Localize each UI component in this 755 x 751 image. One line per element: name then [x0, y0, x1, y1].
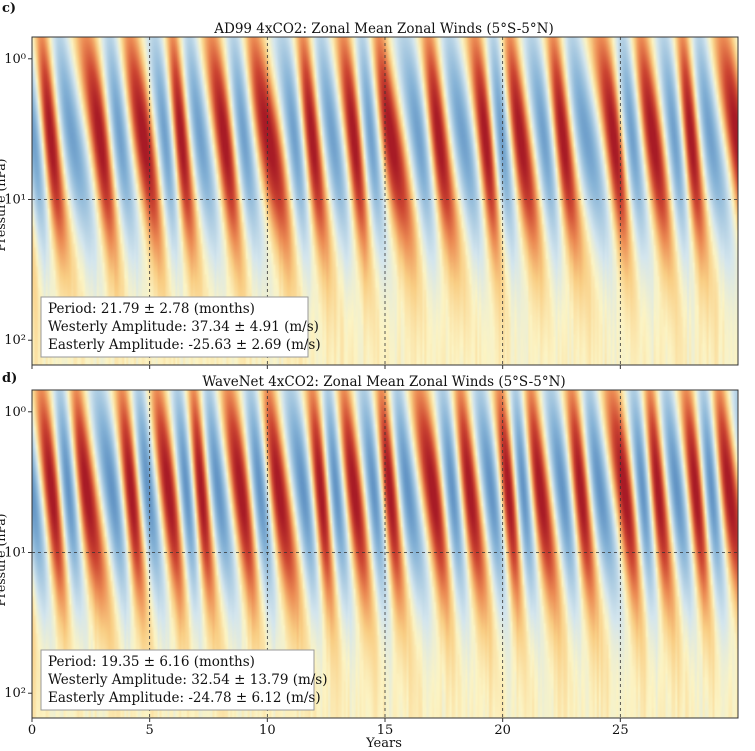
panel-d-stat-westerly: Westerly Amplitude: 32.54 ± 13.79 (m/s)	[48, 672, 328, 688]
panel-c-ylabel: Pressure (hPa)	[0, 158, 8, 251]
panel-c-stat-easterly: Easterly Amplitude: -25.63 ± 2.69 (m/s)	[48, 337, 321, 353]
y-tick-label: 10¹	[4, 193, 26, 208]
x-tick-label: 25	[612, 723, 629, 738]
y-tick-label: 10⁰	[4, 52, 26, 67]
y-tick-label: 10¹	[4, 546, 26, 561]
x-tick-label: 20	[494, 723, 511, 738]
panel-c-title: AD99 4xCO2: Zonal Mean Zonal Winds (5°S-…	[213, 21, 553, 37]
panel-c: c) AD99 4xCO2: Zonal Mean Zonal Winds (5…	[0, 1, 739, 369]
panel-c-letter: c)	[2, 1, 16, 16]
y-tick-label: 10²	[4, 686, 26, 701]
panel-c-stat-westerly: Westerly Amplitude: 37.34 ± 4.91 (m/s)	[48, 319, 319, 335]
panel-c-gridlines	[32, 37, 738, 365]
x-tick-label: 10	[259, 723, 276, 738]
panel-d-stats-box: Period: 19.35 ± 6.16 (months) Westerly A…	[40, 649, 328, 711]
panel-d-ticks: 0 5 10 15 20 25 10⁰ 10¹ 10²	[4, 405, 628, 738]
panel-d-stat-easterly: Easterly Amplitude: -24.78 ± 6.12 (m/s)	[48, 690, 321, 706]
panel-d-ylabel: Pressure (hPa)	[0, 513, 8, 606]
x-tick-label: 0	[28, 723, 36, 738]
x-tick-label: 15	[377, 723, 394, 738]
panel-c-ticks: 10⁰ 10¹ 10²	[4, 52, 621, 369]
panel-d-title: WaveNet 4xCO2: Zonal Mean Zonal Winds (5…	[202, 374, 565, 390]
panel-c-stat-period: Period: 21.79 ± 2.78 (months)	[48, 301, 255, 317]
panel-d-gridlines	[32, 390, 738, 718]
panel-d-stat-period: Period: 19.35 ± 6.16 (months)	[48, 654, 255, 670]
panel-d-letter: d)	[2, 371, 17, 386]
panel-d: d) WaveNet 4xCO2: Zonal Mean Zonal Winds…	[0, 371, 739, 751]
x-axis-label: Years	[365, 736, 402, 751]
x-tick-label: 5	[146, 723, 154, 738]
y-tick-label: 10⁰	[4, 405, 26, 420]
y-tick-label: 10²	[4, 333, 26, 348]
panel-c-stats-box: Period: 21.79 ± 2.78 (months) Westerly A…	[40, 296, 321, 358]
